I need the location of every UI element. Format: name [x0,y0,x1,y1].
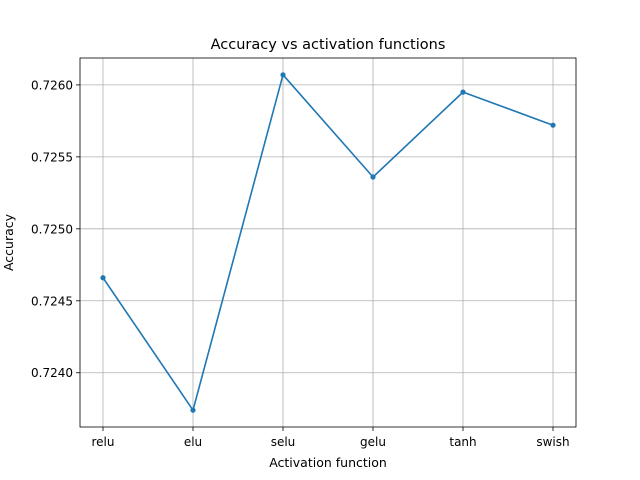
data-point [190,407,196,413]
plot-frame [79,57,577,428]
grid-lines [80,58,576,427]
axis-ticks: relu elu selu gelu tanh swish 0.7240 0.7245 0.72… [31,78,570,449]
x-tick-label: elu [184,435,202,449]
data-point [550,122,556,128]
x-tick-label: relu [92,435,115,449]
y-tick-label: 0.7255 [31,150,73,164]
y-tick-label: 0.7250 [31,222,73,236]
data-point [280,72,286,78]
y-axis-label: Accuracy [1,213,16,271]
chart-title: Accuracy vs activation functions [211,37,446,53]
x-axis-label: Activation function [269,455,387,470]
y-tick-label: 0.7260 [31,78,73,92]
series-line [102,74,554,411]
data-point [100,275,106,281]
x-tick-label: selu [271,435,296,449]
x-tick-label: gelu [360,435,386,449]
y-tick-label: 0.7240 [31,366,73,380]
x-tick-label: swish [536,435,569,449]
data-point [370,174,376,180]
y-tick-label: 0.7245 [31,294,73,308]
x-tick-label: tanh [449,435,476,449]
data-point [460,89,466,95]
series-layer [100,72,556,413]
